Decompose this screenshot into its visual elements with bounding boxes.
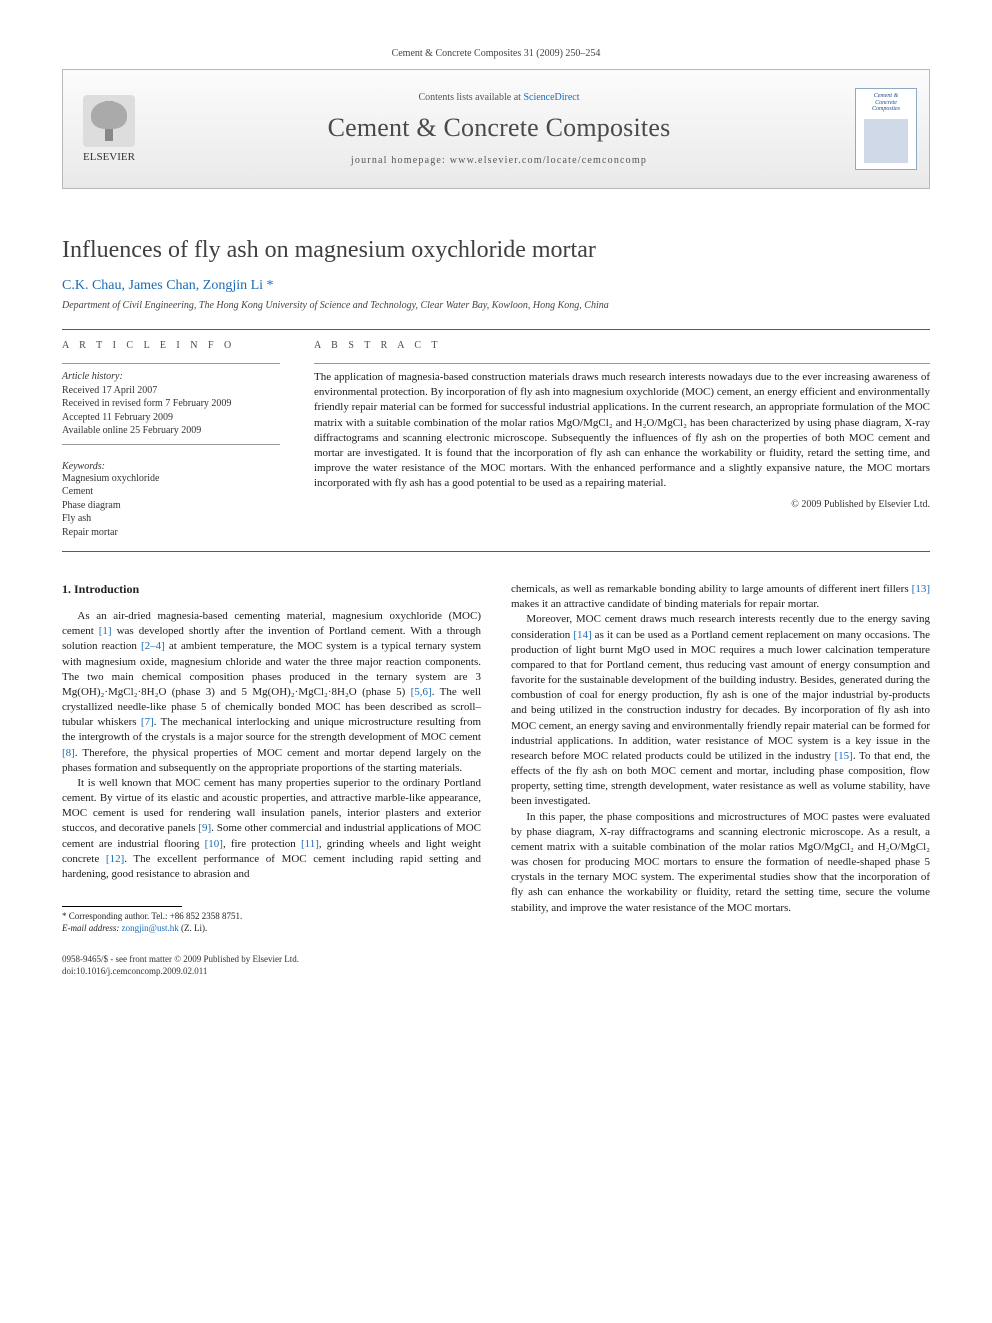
keyword-item: Repair mortar xyxy=(62,526,280,540)
affiliation: Department of Civil Engineering, The Hon… xyxy=(62,300,930,311)
publisher-label: ELSEVIER xyxy=(83,151,135,163)
footer-line-1: 0958-9465/$ - see front matter © 2009 Pu… xyxy=(62,954,930,966)
ref-link[interactable]: [9] xyxy=(198,822,211,834)
ref-link[interactable]: [5,6] xyxy=(411,686,432,698)
abstract-text: The application of magnesia-based constr… xyxy=(314,370,930,491)
banner-center: Contents lists available at ScienceDirec… xyxy=(155,70,843,188)
keyword-item: Cement xyxy=(62,485,280,499)
ref-link[interactable]: [1] xyxy=(99,625,112,637)
body-paragraph: As an air-dried magnesia-based cementing… xyxy=(62,609,481,776)
ref-link[interactable]: [10] xyxy=(205,838,223,850)
text-span: In this paper, the phase compositions an… xyxy=(511,811,930,914)
right-column: chemicals, as well as remarkable bonding… xyxy=(511,582,930,934)
journal-banner: ELSEVIER Contents lists available at Sci… xyxy=(62,69,930,189)
contents-prefix: Contents lists available at xyxy=(418,92,523,103)
body-paragraph: It is well known that MOC cement has man… xyxy=(62,776,481,882)
online-line: Available online 25 February 2009 xyxy=(62,424,280,438)
accepted-line: Accepted 11 February 2009 xyxy=(62,411,280,425)
email-footnote: E-mail address: zongjin@ust.hk (Z. Li). xyxy=(62,923,481,935)
ref-link[interactable]: [14] xyxy=(573,629,591,641)
left-column: 1. Introduction As an air-dried magnesia… xyxy=(62,582,481,934)
corresponding-footnote: * Corresponding author. Tel.: +86 852 23… xyxy=(62,911,481,923)
abstract-head: A B S T R A C T xyxy=(314,340,930,351)
keywords-label: Keywords: xyxy=(62,461,280,472)
text-span: . Therefore, the physical properties of … xyxy=(62,747,481,774)
cover-block: Cement & Concrete Composites xyxy=(843,70,929,188)
ref-link[interactable]: [11] xyxy=(301,838,319,850)
text-span: makes it an attractive candidate of bind… xyxy=(511,598,819,610)
article-title: Influences of fly ash on magnesium oxych… xyxy=(62,237,930,264)
info-rule xyxy=(62,363,280,364)
ref-link[interactable]: [12] xyxy=(106,853,124,865)
abstract-rule xyxy=(314,363,930,364)
publisher-block: ELSEVIER xyxy=(63,70,155,188)
cover-line-3: Composites xyxy=(872,106,900,113)
email-link[interactable]: zongjin@ust.hk xyxy=(122,923,179,933)
section-1-head: 1. Introduction xyxy=(62,582,481,597)
keyword-item: Magnesium oxychloride xyxy=(62,472,280,486)
ref-link[interactable]: [8] xyxy=(62,747,75,759)
author-link[interactable]: C.K. Chau, James Chan, Zongjin Li * xyxy=(62,278,274,293)
homepage-url: www.elsevier.com/locate/cemconcomp xyxy=(450,155,647,166)
meta-abstract-row: A R T I C L E I N F O Article history: R… xyxy=(62,340,930,539)
body-paragraph: chemicals, as well as remarkable bonding… xyxy=(511,582,930,612)
cover-image-placeholder xyxy=(864,119,908,163)
revised-line: Received in revised form 7 February 2009 xyxy=(62,397,280,411)
journal-cover-thumb: Cement & Concrete Composites xyxy=(855,88,917,170)
text-span: , fire protection xyxy=(223,838,301,850)
journal-name: Cement & Concrete Composites xyxy=(328,113,671,143)
body-paragraph: Moreover, MOC cement draws much research… xyxy=(511,612,930,809)
ref-link[interactable]: [7] xyxy=(141,716,154,728)
body-columns: 1. Introduction As an air-dried magnesia… xyxy=(62,582,930,934)
history-label: Article history: xyxy=(62,370,280,384)
sciencedirect-link[interactable]: ScienceDirect xyxy=(523,92,579,103)
keyword-item: Fly ash xyxy=(62,512,280,526)
footer-line-2: doi:10.1016/j.cemconcomp.2009.02.011 xyxy=(62,966,930,978)
text-span: as it can be used as a Portland cement r… xyxy=(511,629,930,762)
received-line: Received 17 April 2007 xyxy=(62,384,280,398)
journal-homepage: journal homepage: www.elsevier.com/locat… xyxy=(351,155,647,166)
rule-bottom xyxy=(62,551,930,552)
article-info-head: A R T I C L E I N F O xyxy=(62,340,280,351)
elsevier-tree-icon xyxy=(83,95,135,147)
text-span: . The excellent performance of MOC cemen… xyxy=(62,853,481,880)
citation-line: Cement & Concrete Composites 31 (2009) 2… xyxy=(62,48,930,59)
email-who: (Z. Li). xyxy=(179,923,208,933)
contents-lists-line: Contents lists available at ScienceDirec… xyxy=(418,92,579,103)
cover-line-1: Cement & xyxy=(874,93,899,100)
ref-link[interactable]: [13] xyxy=(912,583,930,595)
footnote-rule xyxy=(62,906,182,907)
rule-top xyxy=(62,329,930,330)
copyright-line: © 2009 Published by Elsevier Ltd. xyxy=(314,499,930,510)
cover-line-2: Concrete xyxy=(875,100,897,107)
ref-link[interactable]: [15] xyxy=(835,750,853,762)
ref-link[interactable]: [2–4] xyxy=(141,640,165,652)
abstract-col: A B S T R A C T The application of magne… xyxy=(314,340,930,539)
text-span: chemicals, as well as remarkable bonding… xyxy=(511,583,912,595)
keyword-item: Phase diagram xyxy=(62,499,280,513)
email-label: E-mail address: xyxy=(62,923,122,933)
page-footer: 0958-9465/$ - see front matter © 2009 Pu… xyxy=(62,954,930,977)
article-info-col: A R T I C L E I N F O Article history: R… xyxy=(62,340,280,539)
body-paragraph: In this paper, the phase compositions an… xyxy=(511,810,930,916)
history-label-text: Article history: xyxy=(62,371,123,382)
authors-line: C.K. Chau, James Chan, Zongjin Li * xyxy=(62,278,930,294)
info-rule-2 xyxy=(62,444,280,445)
homepage-prefix: journal homepage: xyxy=(351,155,450,166)
